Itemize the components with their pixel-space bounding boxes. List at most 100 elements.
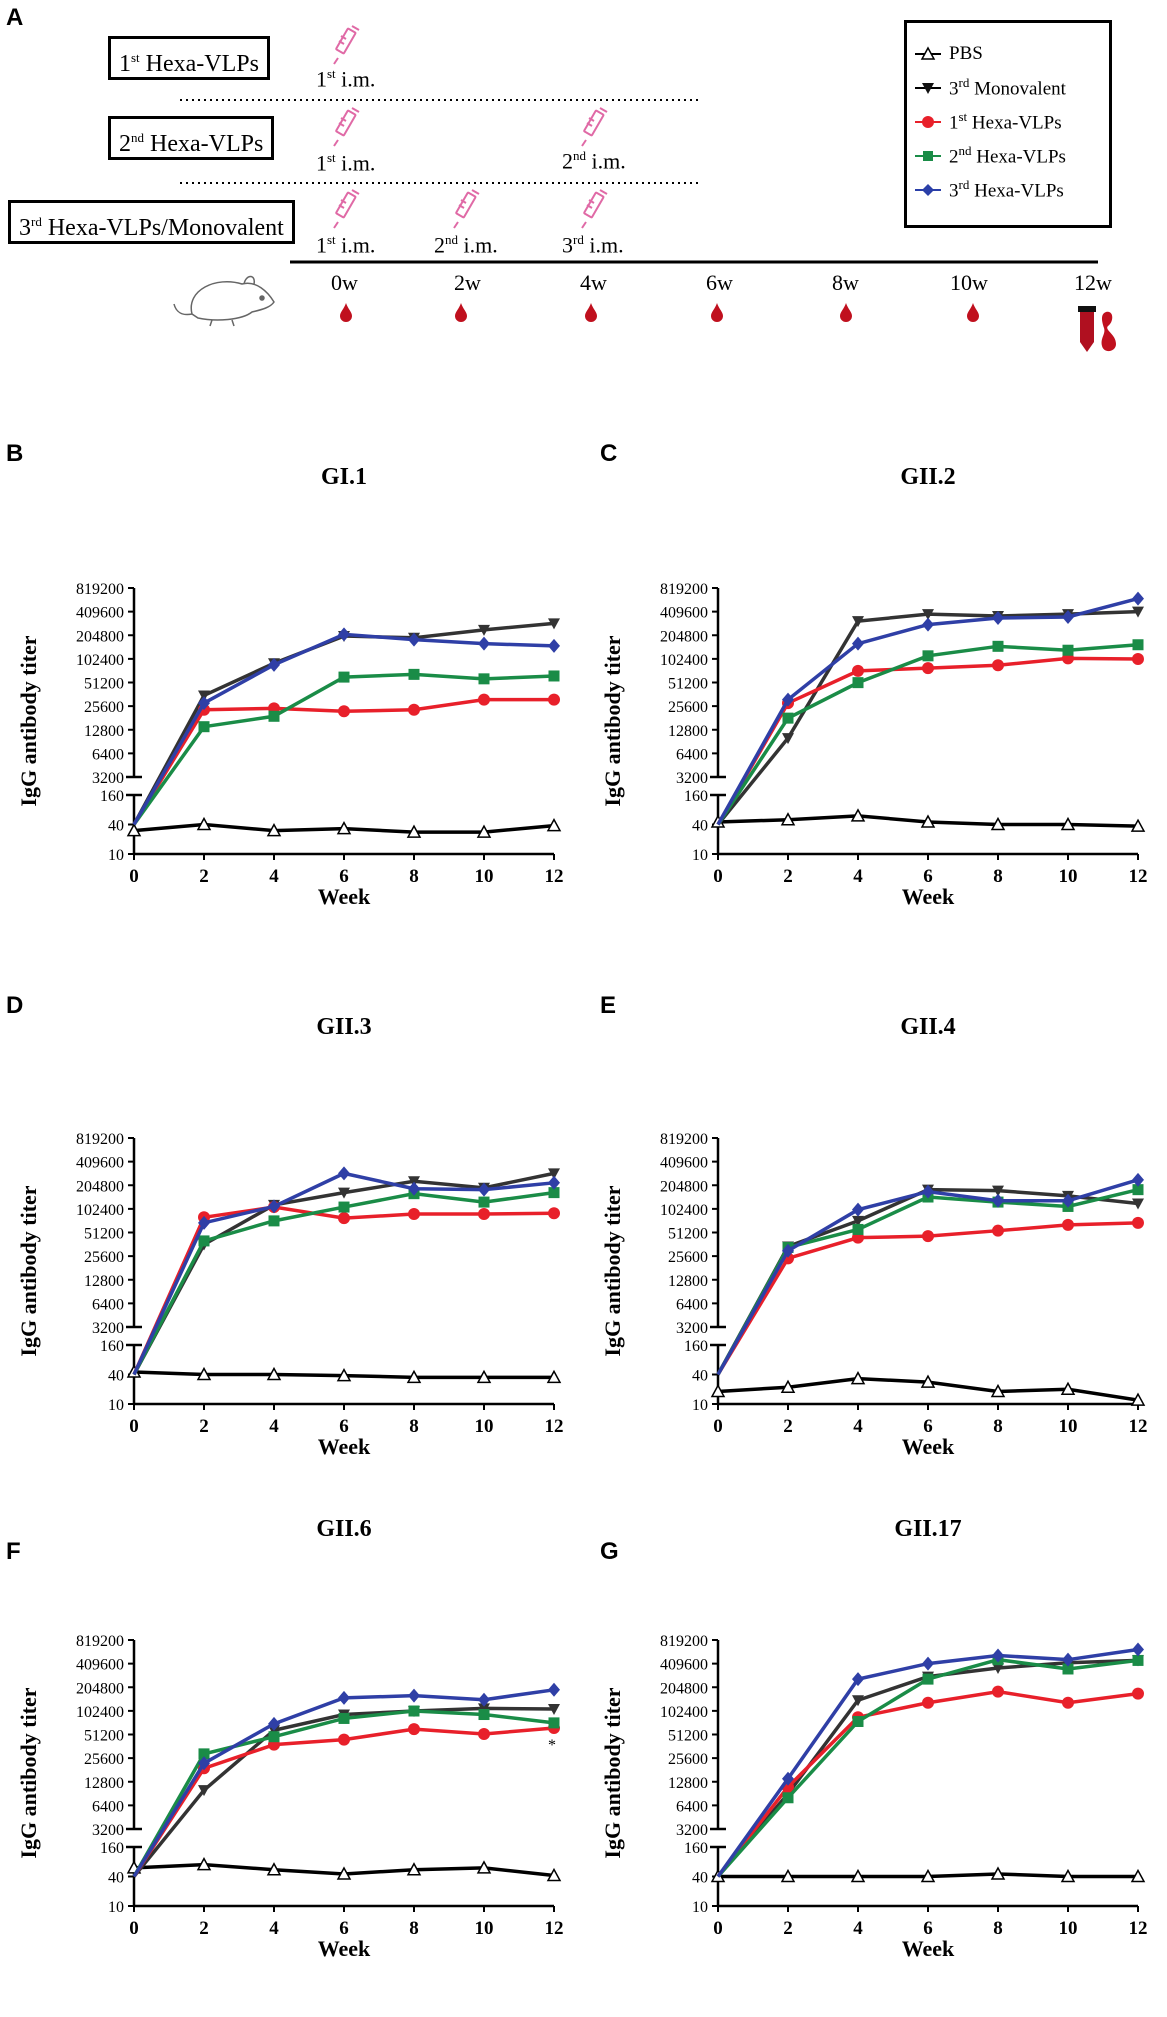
y-tick-label: 3200 — [92, 1822, 124, 1839]
x-tick-label: 4 — [269, 866, 279, 887]
y-tick-label: 819200 — [76, 581, 124, 598]
data-point — [992, 610, 1004, 625]
x-tick-label: 8 — [409, 866, 419, 887]
chart-svg: GI.1 IgG antibody titer 819200 409600 204800… — [16, 464, 564, 909]
y-tick-label: 51200 — [668, 1728, 708, 1745]
data-point — [782, 1792, 794, 1804]
data-point — [548, 693, 560, 706]
data-point — [852, 664, 864, 677]
x-tick-label: 6 — [339, 1918, 349, 1939]
legend-item: 2nd Hexa-VLPs — [915, 143, 1066, 169]
data-point — [408, 1723, 420, 1736]
data-point — [478, 1709, 490, 1721]
data-point — [268, 1716, 280, 1731]
blood-drop-icon — [340, 303, 352, 322]
y-tick-label: 40 — [108, 1368, 124, 1385]
x-axis-label: Week — [318, 1434, 371, 1459]
data-point — [478, 1727, 490, 1740]
data-point — [126, 823, 142, 837]
x-tick-label: 6 — [923, 1918, 933, 1939]
panel-letter-f: F — [6, 1538, 21, 1565]
y-tick-label: 51200 — [668, 1226, 708, 1243]
x-tick-label: 10 — [475, 1918, 494, 1939]
y-tick-label: 51200 — [668, 676, 708, 693]
data-point — [992, 1685, 1004, 1698]
x-tick-label: 6 — [923, 1416, 933, 1437]
data-point — [710, 1383, 726, 1398]
y-tick-label: 204800 — [660, 628, 708, 645]
series-line — [716, 1178, 1139, 1376]
x-tick-label: 8 — [993, 1416, 1003, 1437]
chart-title: GII.4 — [900, 1014, 955, 1040]
data-point — [478, 693, 490, 706]
week-label: 6w — [706, 270, 733, 295]
y-tick-label: 160 — [100, 1840, 124, 1857]
data-point — [1132, 1198, 1144, 1210]
panel-letter-c: C — [600, 440, 618, 467]
data-point — [922, 1673, 934, 1685]
data-point — [852, 1695, 864, 1707]
y-tick-label: 102400 — [660, 652, 708, 669]
week-label: 0w — [331, 270, 358, 295]
x-tick-label: 10 — [1059, 1416, 1078, 1437]
series-line — [132, 672, 555, 826]
y-tick-label: 6400 — [676, 746, 708, 763]
series-line — [132, 1726, 555, 1878]
data-point — [548, 1682, 560, 1697]
data-point — [196, 1366, 212, 1381]
x-tick-label: 2 — [199, 1416, 209, 1437]
y-tick-label: 6400 — [92, 746, 124, 763]
data-point — [992, 1224, 1004, 1237]
data-point — [338, 1733, 350, 1746]
blood-drop-icon — [840, 303, 852, 322]
data-point — [338, 705, 350, 718]
data-point — [268, 1215, 280, 1227]
data-point — [922, 1696, 934, 1709]
week-label: 8w — [832, 270, 859, 295]
data-point — [198, 690, 210, 702]
data-point — [478, 1692, 490, 1707]
panel-letter-b: B — [6, 440, 24, 467]
series-line — [716, 1658, 1139, 1878]
data-point — [196, 1857, 212, 1871]
x-axis-label: Week — [318, 884, 371, 909]
y-tick-label: 3200 — [92, 770, 124, 787]
x-tick-label: 10 — [475, 1416, 494, 1437]
week-label: 10w — [950, 270, 988, 295]
y-axis-label: IgG antibody titer — [16, 635, 41, 806]
data-point — [198, 1215, 210, 1230]
y-tick-label: 12800 — [668, 723, 708, 740]
y-tick-label: 12800 — [668, 1775, 708, 1792]
x-tick-label: 4 — [269, 1918, 279, 1939]
data-point — [922, 609, 934, 621]
x-tick-label: 12 — [1129, 1918, 1148, 1939]
y-tick-label: 6400 — [676, 1798, 708, 1815]
chart-panel-g: GII.17 IgG antibody titer 819200 409600 2048… — [590, 1514, 1160, 2014]
schedule-group-3: 3rd Hexa-VLPs/Monovalent — [8, 200, 295, 244]
x-tick-label: 10 — [1059, 866, 1078, 887]
chart-panel-b: GI.1 IgG antibody titer 819200 409600 204800… — [6, 462, 576, 962]
legend-item: 1st Hexa-VLPs — [915, 109, 1062, 135]
x-tick-label: 12 — [1129, 1416, 1148, 1437]
x-tick-label: 12 — [545, 1416, 564, 1437]
y-tick-label: 819200 — [660, 581, 708, 598]
y-tick-label: 10 — [108, 1397, 124, 1414]
chart-svg: GII.3 IgG antibody titer 819200 409600 20480… — [16, 1014, 564, 1459]
data-point — [852, 616, 864, 628]
data-point — [546, 1867, 562, 1882]
y-tick-label: 10 — [108, 847, 124, 864]
y-tick-label: 10 — [692, 847, 708, 864]
data-point — [990, 816, 1006, 831]
mouse-icon — [173, 275, 275, 327]
chart-svg: GII.2 IgG antibody titer 819200 409600 20480… — [600, 464, 1148, 909]
y-tick-label: 12800 — [668, 1273, 708, 1290]
x-tick-label: 10 — [475, 866, 494, 887]
x-tick-label: 8 — [993, 866, 1003, 887]
chart-panel-c: GII.2 IgG antibody titer 819200 409600 20480… — [590, 462, 1160, 962]
y-tick-label: 160 — [100, 788, 124, 805]
y-tick-label: 160 — [100, 1338, 124, 1355]
x-tick-label: 6 — [923, 866, 933, 887]
data-point — [268, 1199, 280, 1214]
data-point — [920, 1374, 936, 1388]
y-tick-label: 409600 — [660, 1657, 708, 1674]
